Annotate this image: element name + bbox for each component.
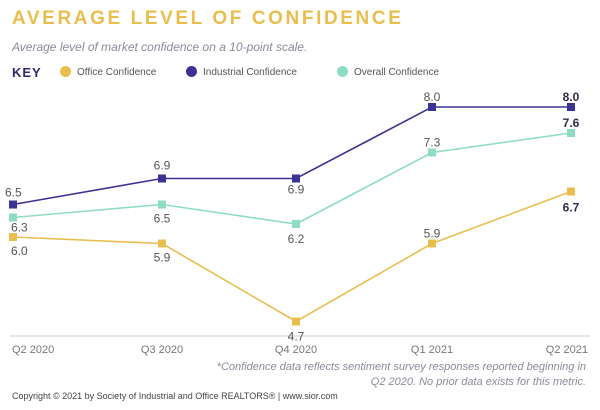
- office-data-label: 4.7: [288, 330, 305, 344]
- office-data-label: 5.9: [424, 227, 441, 241]
- office-data-label: 5.9: [154, 251, 171, 265]
- footnote: *Confidence data reflects sentiment surv…: [216, 361, 586, 388]
- x-tick-label: Q2 2021: [546, 344, 588, 356]
- office-data-point: [428, 239, 436, 248]
- legend-key-label: KEY: [12, 65, 42, 80]
- legend-dot-office: [60, 66, 71, 77]
- office-data-label: 6.7: [563, 201, 580, 215]
- overall-data-point: [428, 148, 436, 157]
- industrial-data-point: [292, 174, 300, 183]
- industrial-data-label: 8.0: [563, 90, 580, 104]
- overall-data-label: 6.3: [11, 221, 28, 235]
- industrial-data-point: [158, 174, 166, 183]
- office-data-point: [158, 239, 166, 248]
- industrial-data-label: 6.9: [154, 159, 171, 173]
- industrial-data-label: 6.9: [288, 183, 305, 197]
- legend-label-overall: Overall Confidence: [354, 67, 440, 78]
- legend-dot-overall: [337, 66, 348, 77]
- legend-label-industrial: Industrial Confidence: [203, 67, 297, 78]
- office-data-point: [292, 317, 300, 326]
- x-tick-label: Q2 2020: [12, 344, 54, 356]
- overall-data-point: [567, 129, 575, 137]
- x-tick-label: Q3 2020: [141, 344, 183, 356]
- industrial-data-point: [567, 103, 575, 111]
- industrial-data-label: 8.0: [424, 90, 441, 104]
- x-tick-label: Q4 2020: [275, 344, 317, 356]
- overall-data-label: 6.5: [154, 212, 171, 226]
- industrial-data-point: [428, 103, 436, 111]
- industrial-data-label: 6.5: [5, 186, 22, 200]
- legend-item-office: Office Confidence: [60, 66, 156, 78]
- overall-data-point: [158, 200, 166, 209]
- chart-title: AVERAGE LEVEL OF CONFIDENCE: [12, 8, 404, 29]
- office-data-point: [9, 233, 17, 241]
- office-data-label: 6.0: [11, 244, 28, 258]
- overall-data-point: [292, 220, 300, 228]
- industrial-data-point: [9, 200, 17, 209]
- legend-dot-industrial: [186, 66, 197, 77]
- office-data-point: [567, 187, 575, 196]
- legend-item-industrial: Industrial Confidence: [186, 66, 297, 78]
- overall-data-point: [9, 213, 17, 222]
- chart-subtitle: Average level of market confidence on a …: [12, 40, 308, 54]
- legend-item-overall: Overall Confidence: [337, 66, 439, 78]
- overall-data-label: 7.3: [424, 136, 441, 150]
- legend: KEY Office Confidence Industrial Confide…: [12, 63, 592, 83]
- overall-data-label: 6.2: [288, 232, 305, 246]
- overall-data-label: 7.6: [563, 116, 580, 130]
- x-tick-label: Q1 2021: [411, 344, 453, 356]
- copyright: Copyright © 2021 by Society of Industria…: [12, 391, 338, 401]
- legend-label-office: Office Confidence: [77, 67, 157, 78]
